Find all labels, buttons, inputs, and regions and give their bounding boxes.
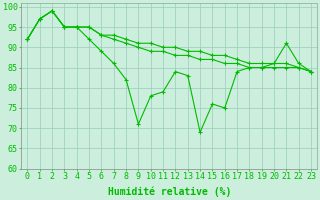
X-axis label: Humidité relative (%): Humidité relative (%) bbox=[108, 187, 231, 197]
